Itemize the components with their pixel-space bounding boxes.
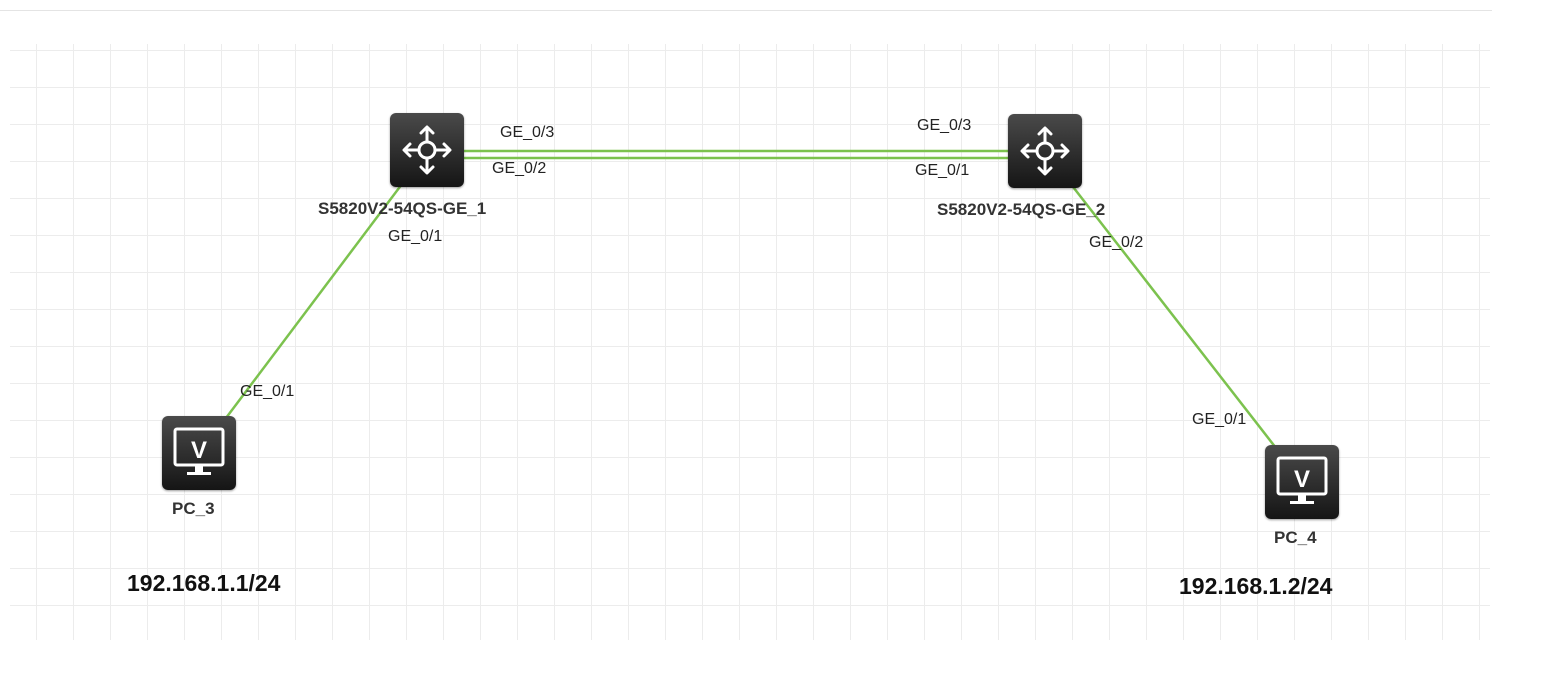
pc-3-label: PC_3 bbox=[172, 499, 215, 518]
port-label-sw1-ge03: GE_0/3 bbox=[500, 124, 555, 141]
pc-4-device[interactable]: V bbox=[1265, 445, 1339, 519]
switch-2-device[interactable] bbox=[1008, 114, 1082, 188]
pc-monitor-icon: V bbox=[1276, 456, 1328, 504]
port-label-pc4-ge01: GE_0/1 bbox=[1192, 411, 1247, 428]
switch-2-label: S5820V2-54QS-GE_2 bbox=[937, 200, 1106, 219]
top-divider bbox=[0, 10, 1492, 11]
port-label-pc3-ge01: GE_0/1 bbox=[240, 383, 295, 400]
port-label-sw2-ge02: GE_0/2 bbox=[1089, 234, 1144, 251]
pc-3-ip: 192.168.1.1/24 bbox=[127, 570, 281, 596]
link-sw2-pc4[interactable] bbox=[1069, 182, 1277, 449]
link-sw1-pc3[interactable] bbox=[225, 183, 403, 419]
switch-1-device[interactable] bbox=[390, 113, 464, 187]
router-switch-icon bbox=[1020, 126, 1070, 176]
pc-3-device[interactable]: V bbox=[162, 416, 236, 490]
router-switch-icon bbox=[402, 125, 452, 175]
port-label-sw2-ge03: GE_0/3 bbox=[917, 117, 972, 134]
pc-4-label: PC_4 bbox=[1274, 528, 1317, 547]
canvas-grid bbox=[10, 44, 1490, 640]
pc-4-ip: 192.168.1.2/24 bbox=[1179, 573, 1333, 599]
port-label-sw2-ge01: GE_0/1 bbox=[915, 162, 970, 179]
pc-glyph: V bbox=[191, 437, 207, 464]
port-label-sw1-ge02: GE_0/2 bbox=[492, 160, 547, 177]
switch-1-label: S5820V2-54QS-GE_1 bbox=[318, 199, 487, 218]
pc-glyph: V bbox=[1294, 466, 1310, 493]
port-label-sw1-ge01: GE_0/1 bbox=[388, 228, 443, 245]
pc-monitor-icon: V bbox=[173, 427, 225, 475]
